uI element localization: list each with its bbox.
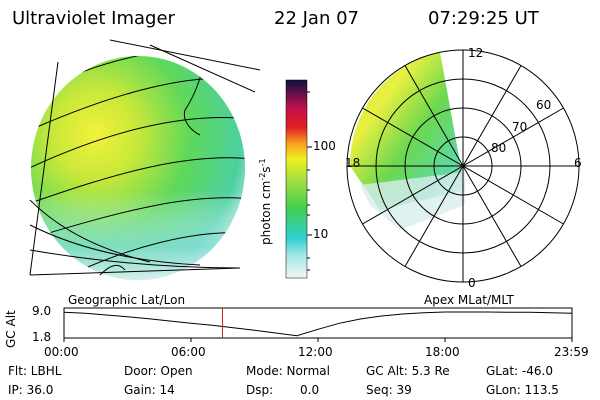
glon-status: GLon: 113.5 — [486, 383, 559, 397]
xtick-0600: 06:00 — [171, 345, 206, 359]
altitude-plot — [63, 307, 573, 342]
lat-label-60: 60 — [536, 98, 552, 112]
filter-status: Flt: LBHL — [8, 364, 62, 378]
gc-alt-status: GC Alt: 5.3 Re — [366, 364, 450, 378]
glat-status: GLat: -46.0 — [486, 364, 553, 378]
colorbar-tick-100: 100 — [313, 139, 336, 153]
xtick-2359: 23:59 — [554, 345, 589, 359]
uv-image-disk — [29, 39, 261, 280]
altitude-ylabel: GC Alt — [4, 310, 18, 348]
seq-status: Seq: 39 — [366, 383, 412, 397]
dsp-label: Dsp: — [246, 383, 274, 397]
dsp-value: 0.0 — [300, 383, 320, 397]
gain-status: Gain: 14 — [124, 383, 175, 397]
colorbar-label: photon cm-2s-1 — [258, 158, 273, 245]
xtick-0000: 00:00 — [44, 345, 79, 359]
geo-caption: Geographic Lat/Lon — [68, 293, 186, 307]
ip-status: IP: 36.0 — [8, 383, 54, 397]
altitude-series-line — [63, 311, 572, 337]
apex-caption: Apex MLat/MLT — [424, 293, 514, 307]
polar-plot — [346, 49, 580, 283]
mlt-label-0: 0 — [468, 276, 476, 290]
mlt-label-6: 6 — [574, 156, 582, 170]
date-label: 22 Jan 07 — [274, 8, 359, 29]
lat-label-80: 80 — [491, 141, 507, 155]
colorbar-tick-10: 10 — [313, 227, 329, 241]
instrument-title: Ultraviolet Imager — [12, 8, 175, 29]
mode-status: Mode: Normal — [246, 364, 330, 378]
colorbar — [285, 79, 312, 279]
ytick-9: 9.0 — [32, 304, 52, 318]
xtick-1200: 12:00 — [298, 345, 333, 359]
ytick-1-8: 1.8 — [32, 330, 52, 344]
lat-label-70: 70 — [512, 120, 528, 134]
xtick-1800: 18:00 — [425, 345, 460, 359]
mlt-label-18: 18 — [345, 156, 361, 170]
door-status: Door: Open — [124, 364, 193, 378]
mlt-label-12: 12 — [468, 46, 484, 60]
time-label: 07:29:25 UT — [428, 8, 539, 29]
